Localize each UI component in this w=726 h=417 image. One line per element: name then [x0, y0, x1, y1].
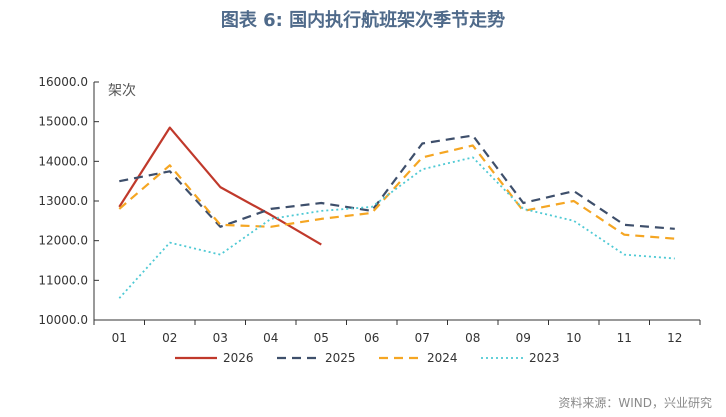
x-tick-label: 03	[213, 331, 228, 345]
x-tick-label: 08	[465, 331, 480, 345]
legend-label-2026: 2026	[223, 351, 254, 365]
legend: 2026 2025 2024 2023	[175, 351, 560, 365]
x-tick-label: 06	[364, 331, 379, 345]
y-tick-label: 15000.0	[38, 115, 88, 129]
legend-label-2023: 2023	[529, 351, 560, 365]
x-tick-label: 12	[667, 331, 682, 345]
series-lines	[118, 126, 675, 299]
x-tick-label: 04	[263, 331, 278, 345]
legend-label-2025: 2025	[325, 351, 356, 365]
y-tick-label: 16000.0	[38, 75, 88, 89]
y-tick-label: 10000.0	[38, 313, 88, 327]
x-tick-label: 09	[516, 331, 531, 345]
y-ticks: 10000.0 11000.0 12000.0 13000.0 14000.0 15000…	[38, 75, 99, 327]
source-note: 资料来源：WIND，兴业研究	[558, 396, 712, 410]
chart-title: 图表 6: 国内执行航班架次季节走势	[220, 10, 506, 31]
x-ticks: 01 02 03 04 05 06 07 08 09 10 11 12	[93, 320, 701, 345]
legend-label-2024: 2024	[427, 351, 458, 365]
y-axis-unit-label: 架次	[108, 83, 136, 99]
x-tick-label: 10	[566, 331, 581, 345]
y-tick-label: 11000.0	[38, 273, 88, 287]
x-tick-label: 01	[112, 331, 127, 345]
x-tick-label: 05	[314, 331, 329, 345]
x-tick-label: 02	[162, 331, 177, 345]
y-tick-label: 13000.0	[38, 194, 88, 208]
series-line-2025	[119, 134, 675, 230]
x-tick-label: 11	[617, 331, 632, 345]
series-line-2024	[118, 144, 675, 240]
y-tick-label: 14000.0	[38, 154, 88, 168]
x-tick-label: 07	[415, 331, 430, 345]
y-tick-label: 12000.0	[38, 234, 88, 248]
